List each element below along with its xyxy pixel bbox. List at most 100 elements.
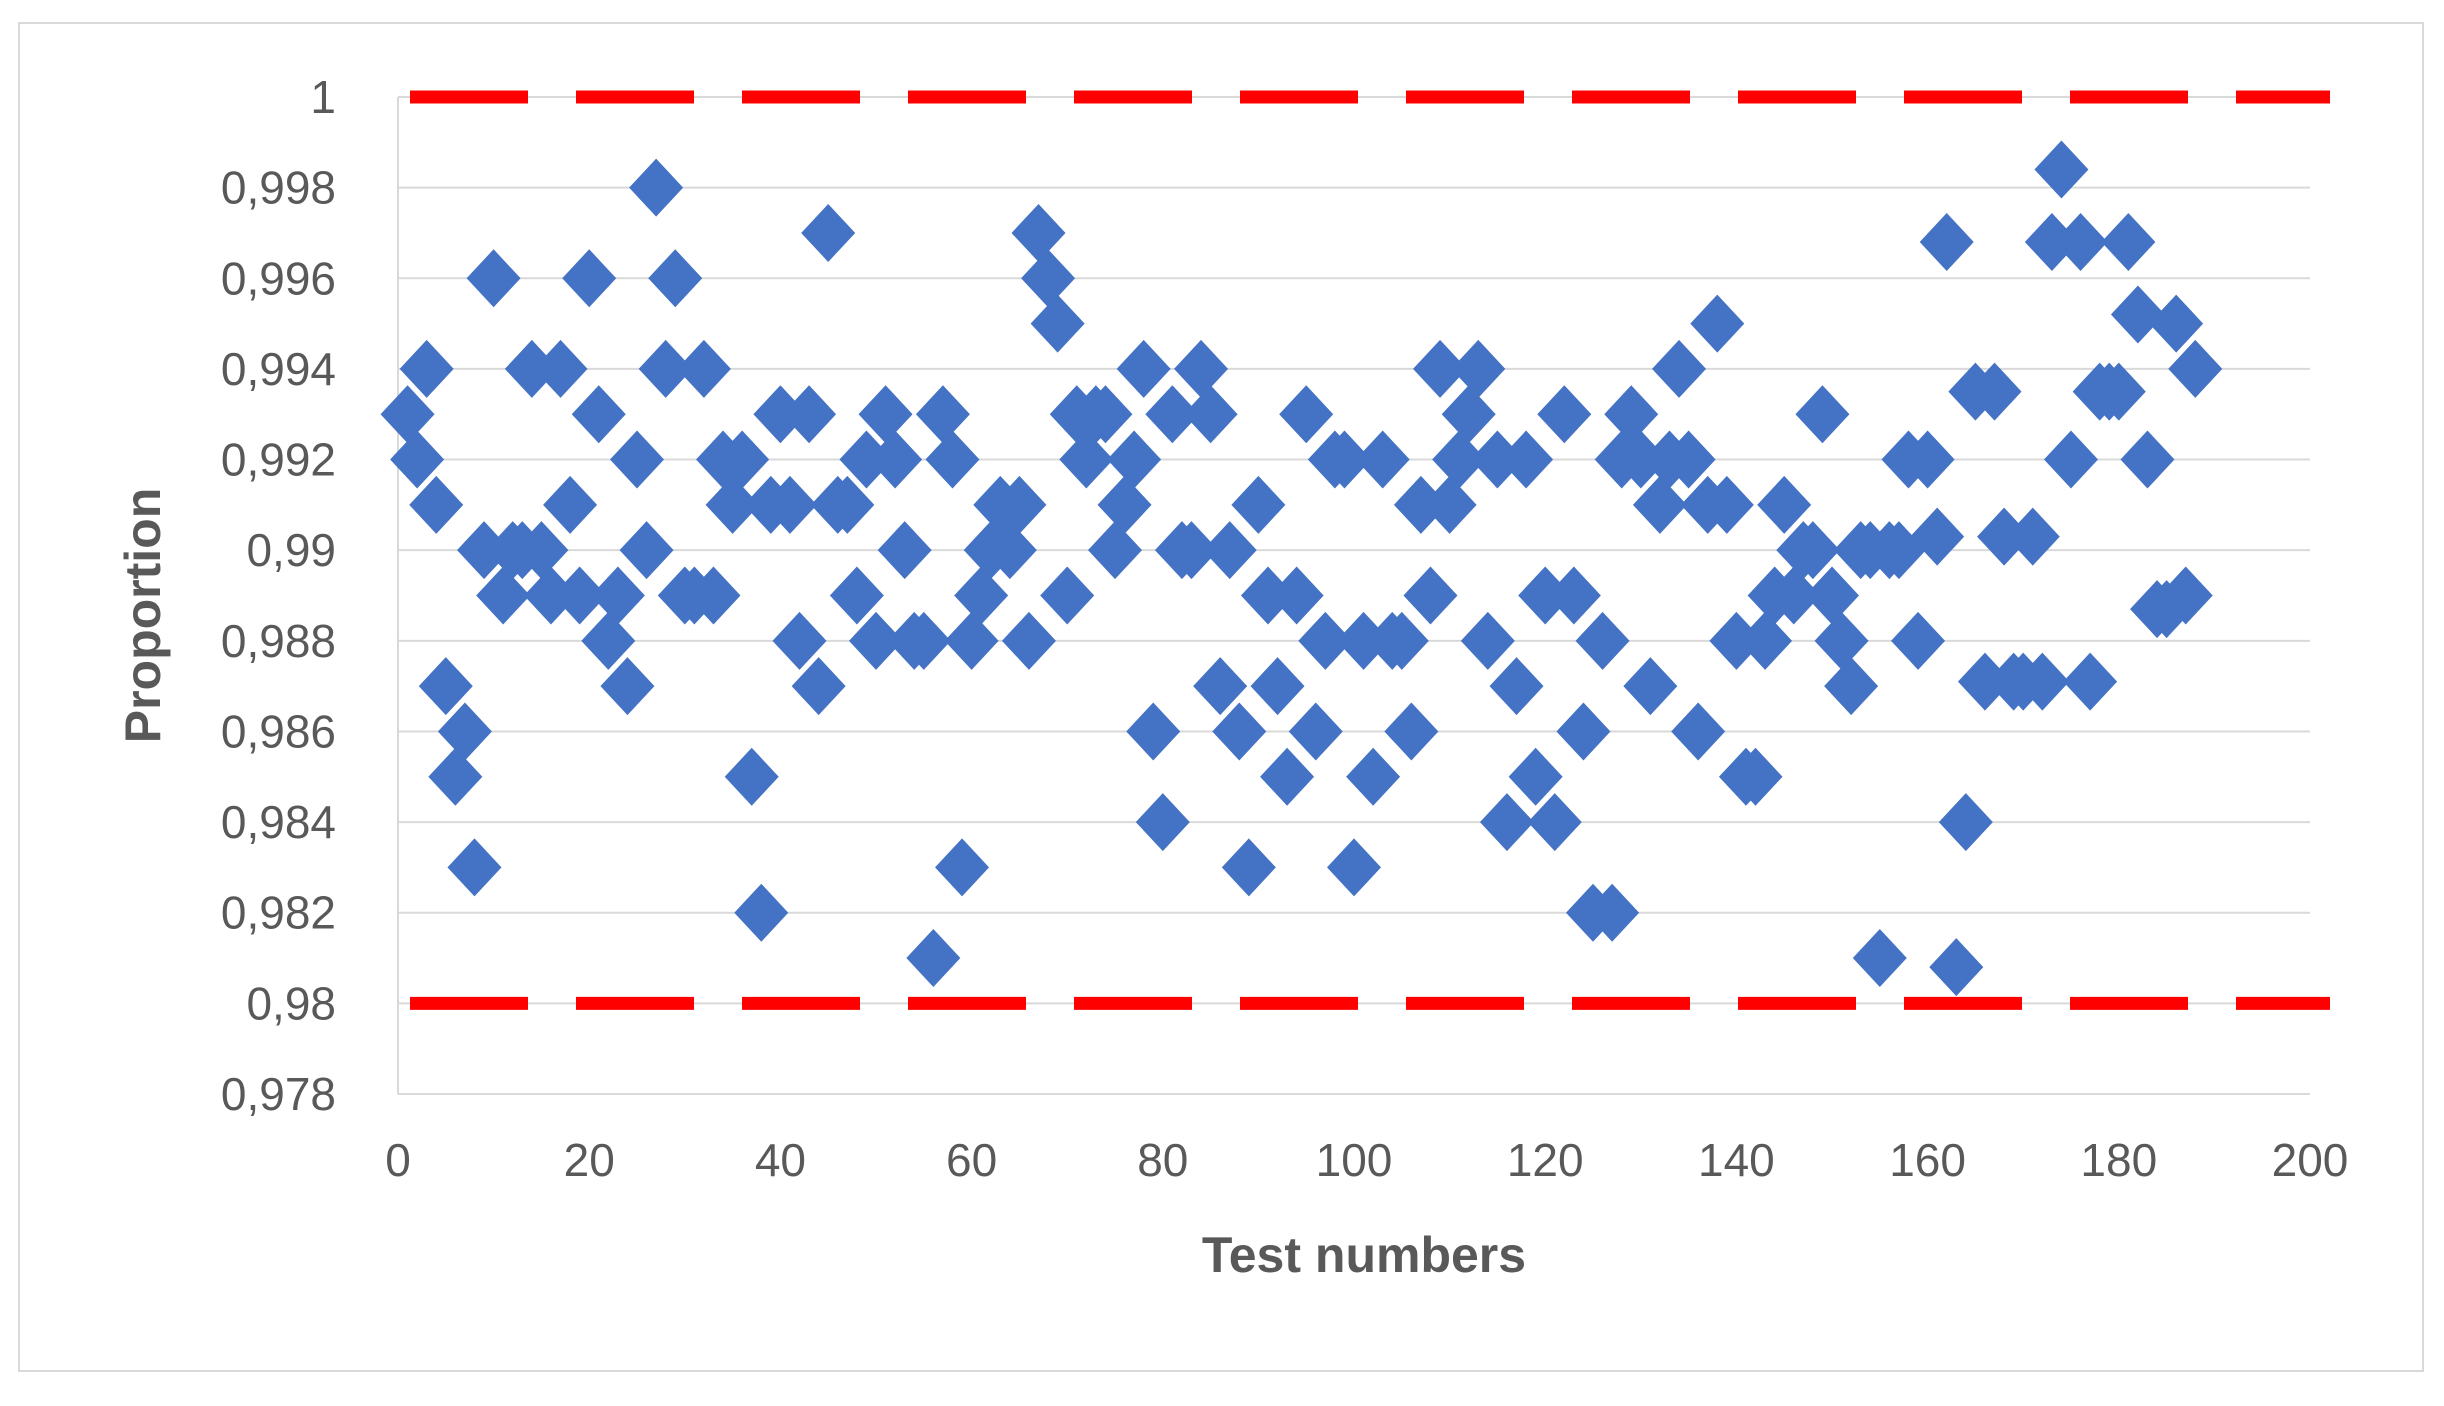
data-point: [1202, 521, 1257, 580]
data-point: [858, 385, 913, 444]
data-point: [1384, 702, 1439, 761]
data-point: [600, 657, 655, 716]
data-point: [390, 430, 445, 489]
data-point: [571, 385, 626, 444]
data-point: [514, 521, 569, 580]
data-point: [1623, 657, 1678, 716]
data-point: [2158, 566, 2213, 625]
data-point: [409, 475, 464, 534]
data-point: [1001, 611, 1056, 670]
data-point: [1393, 475, 1448, 534]
data-point: [1011, 203, 1066, 262]
x-axis-title: Test numbers: [1202, 1227, 1526, 1283]
data-point: [1757, 475, 1812, 534]
data-point: [1193, 657, 1248, 716]
data-point: [581, 611, 636, 670]
y-tick-label: 0,996: [221, 252, 336, 304]
data-point: [418, 657, 473, 716]
data-point: [1938, 793, 1993, 852]
x-tick-label: 200: [2272, 1134, 2349, 1186]
data-point: [1088, 521, 1142, 580]
data-point: [1919, 213, 1974, 272]
data-point: [638, 339, 693, 398]
x-axis-tick-labels: 0 20 40 60 80 100 120 140 160 180 200: [385, 1134, 2348, 1186]
data-point: [1126, 702, 1181, 761]
data-point: [676, 339, 731, 398]
data-point: [1652, 339, 1707, 398]
data-point: [552, 566, 607, 625]
x-tick-label: 120: [1507, 1134, 1584, 1186]
data-point: [543, 475, 598, 534]
threshold-lines: [410, 90, 2330, 1010]
data-point: [2024, 213, 2079, 272]
data-point: [772, 611, 827, 670]
data-point: [1403, 566, 1458, 625]
x-tick-label: 140: [1698, 1134, 1775, 1186]
y-tick-label: 0,982: [221, 887, 336, 939]
data-point: [724, 747, 779, 806]
data-point: [829, 566, 884, 625]
data-point: [1250, 657, 1305, 716]
data-point: [820, 475, 875, 534]
data-point: [1164, 521, 1219, 580]
data-point: [1460, 611, 1515, 670]
data-point: [1059, 430, 1114, 489]
data-point: [705, 475, 760, 534]
data-point: [610, 430, 664, 489]
x-tick-label: 0: [385, 1134, 411, 1186]
data-point: [1499, 430, 1554, 489]
y-tick-label: 0,986: [221, 705, 336, 757]
y-tick-label: 0,988: [221, 615, 336, 667]
data-point: [399, 339, 454, 398]
x-tick-label: 60: [946, 1134, 997, 1186]
data-point: [1852, 929, 1907, 988]
data-point: [1097, 475, 1152, 534]
data-point: [1240, 566, 1295, 625]
data-point: [1900, 430, 1955, 489]
data-point: [868, 430, 923, 489]
data-point: [1183, 385, 1238, 444]
data-point: [954, 566, 1009, 625]
data-point: [619, 521, 674, 580]
data-point: [1413, 339, 1468, 398]
data-point: [1824, 657, 1879, 716]
data-point: [1709, 611, 1764, 670]
y-tick-label: 0,994: [221, 343, 336, 395]
data-point: [686, 566, 741, 625]
data-point: [1078, 385, 1133, 444]
data-point: [1967, 362, 2022, 421]
data-point: [1470, 430, 1525, 489]
x-tick-label: 40: [755, 1134, 806, 1186]
data-point: [2063, 652, 2118, 711]
data-point: [1795, 385, 1850, 444]
data-point: [1738, 611, 1793, 670]
data-point: [380, 385, 435, 444]
data-point: [1585, 883, 1640, 942]
data-point: [2091, 362, 2146, 421]
data-point: [1556, 702, 1611, 761]
data-point: [1317, 430, 1372, 489]
data-point: [1116, 339, 1171, 398]
data-point: [877, 521, 932, 580]
data-point: [1814, 611, 1869, 670]
data-point: [791, 657, 846, 716]
data-point: [1546, 566, 1601, 625]
data-point: [1030, 294, 1085, 353]
data-point: [437, 702, 492, 761]
x-tick-label: 180: [2080, 1134, 2157, 1186]
data-point: [1661, 430, 1716, 489]
data-point: [1690, 294, 1745, 353]
data-point: [1613, 430, 1668, 489]
data-point: [476, 566, 531, 625]
data-point: [753, 385, 808, 444]
data-point: [457, 521, 512, 580]
data-point: [925, 430, 980, 489]
data-point: [1957, 652, 2012, 711]
data-point: [533, 339, 588, 398]
data-point: [1374, 611, 1429, 670]
data-point: [1288, 702, 1343, 761]
data-point: [1298, 611, 1353, 670]
data-point: [2005, 507, 2060, 566]
data-point: [1355, 430, 1410, 489]
data-point: [1910, 507, 1965, 566]
